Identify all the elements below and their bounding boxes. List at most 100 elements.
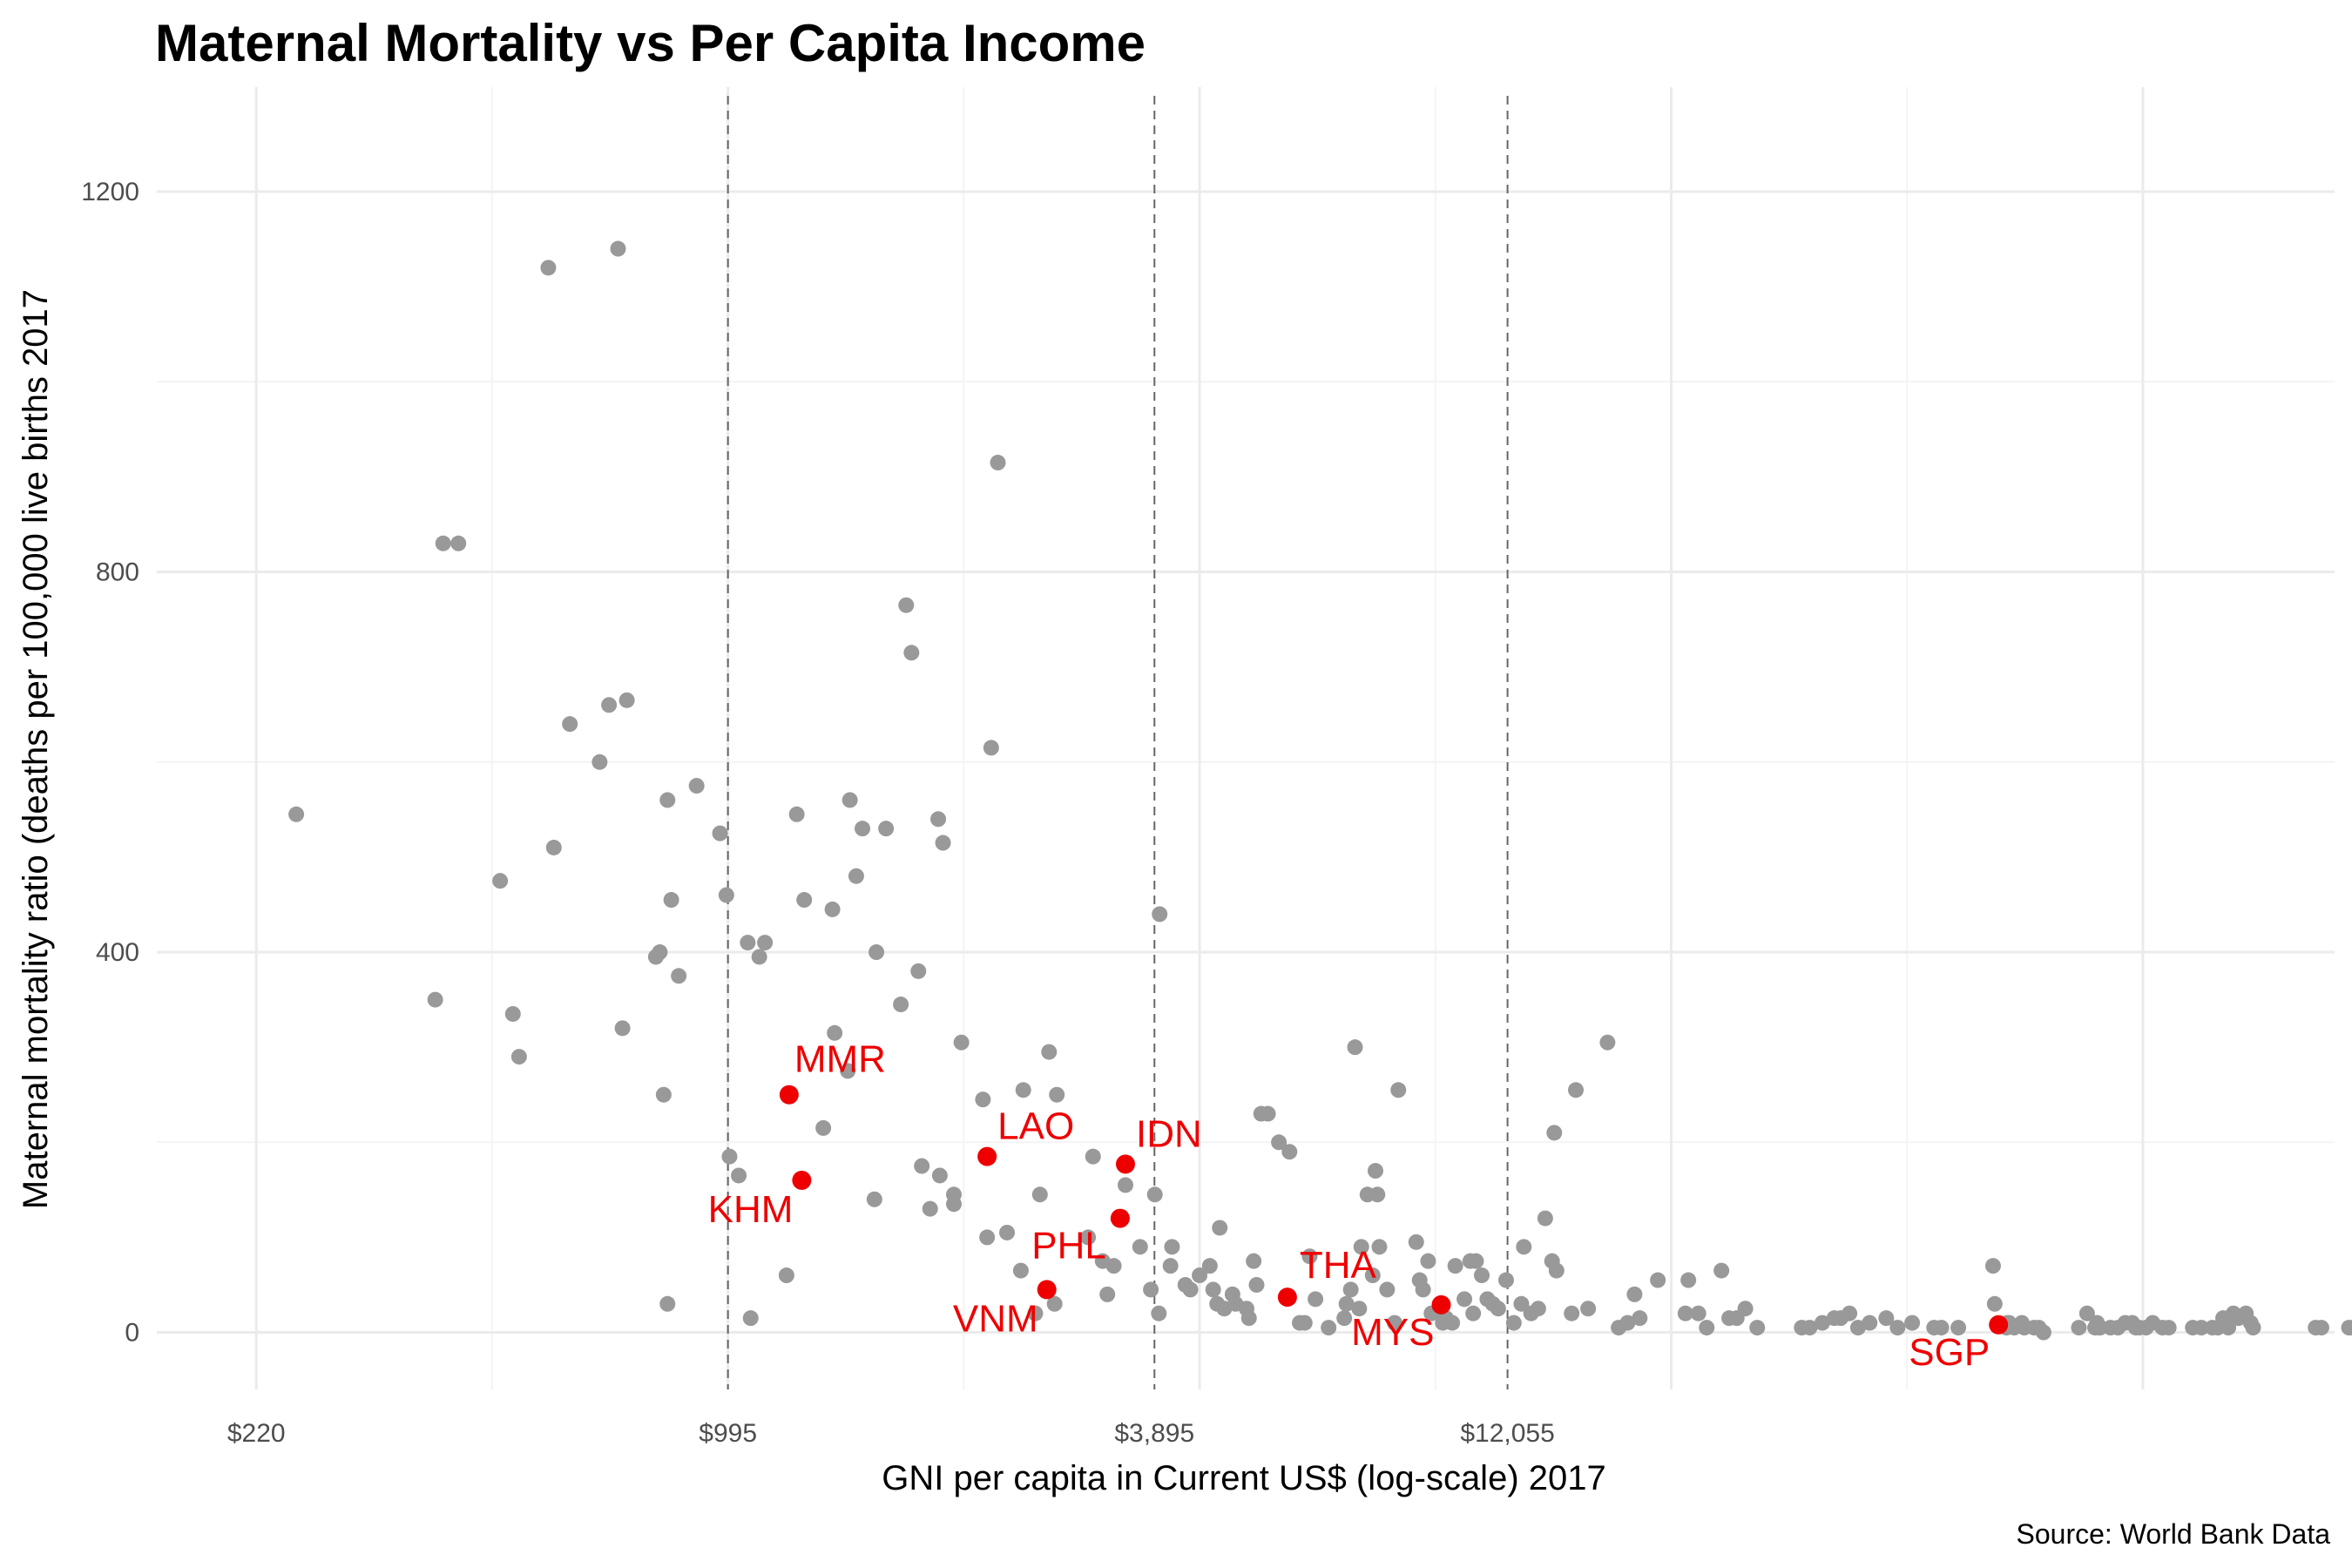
data-point xyxy=(427,991,443,1008)
data-point xyxy=(1164,1239,1180,1255)
data-point xyxy=(1513,1295,1530,1312)
data-point xyxy=(945,1196,962,1213)
data-point xyxy=(930,811,947,828)
data-point xyxy=(2344,1320,2352,1336)
data-point xyxy=(827,1024,843,1041)
data-point xyxy=(1447,1258,1463,1274)
data-point xyxy=(855,821,871,837)
point-label-mys: MYS xyxy=(1351,1311,1434,1354)
data-point xyxy=(1367,1163,1383,1179)
data-point xyxy=(1904,1315,1921,1331)
data-point xyxy=(796,892,813,909)
data-point xyxy=(1814,1315,1830,1331)
data-point xyxy=(1041,1044,1058,1060)
point-label-idn: IDN xyxy=(1136,1112,1202,1155)
data-point xyxy=(848,868,864,884)
data-point xyxy=(1099,1286,1116,1302)
data-point xyxy=(1537,1210,1553,1227)
data-point xyxy=(1336,1310,1353,1327)
data-point xyxy=(1530,1301,1546,1317)
data-point xyxy=(1201,1258,1218,1274)
data-point xyxy=(2035,1324,2051,1341)
data-point xyxy=(893,997,909,1013)
data-point xyxy=(1516,1239,1532,1255)
data-point xyxy=(903,645,920,661)
highlighted-point-mmr xyxy=(779,1085,799,1105)
data-point xyxy=(1085,1148,1101,1165)
data-point xyxy=(1049,1086,1065,1103)
data-point xyxy=(1132,1239,1148,1255)
data-point xyxy=(1619,1315,1636,1331)
data-point xyxy=(1192,1267,1208,1284)
minor-gridlines xyxy=(157,87,2335,1389)
data-point xyxy=(688,778,705,794)
data-point xyxy=(1626,1286,1643,1302)
data-point xyxy=(922,1200,938,1217)
data-points xyxy=(288,240,2352,1341)
data-point xyxy=(1986,1295,2003,1312)
highlighted-points xyxy=(779,1085,2009,1335)
data-point xyxy=(824,901,841,917)
data-point xyxy=(1371,1239,1388,1255)
data-point xyxy=(815,1119,832,1136)
data-point xyxy=(742,1310,759,1327)
data-point xyxy=(1713,1262,1730,1279)
data-point xyxy=(1146,1186,1163,1203)
data-point xyxy=(841,792,858,808)
data-point xyxy=(659,1295,676,1312)
data-point xyxy=(610,240,626,257)
data-point xyxy=(1801,1320,1818,1336)
data-point xyxy=(1260,1105,1276,1122)
data-point xyxy=(1497,1272,1514,1288)
data-point xyxy=(1152,906,1168,923)
point-label-phl: PHL xyxy=(1031,1225,1106,1267)
data-point xyxy=(614,1020,631,1037)
data-point xyxy=(1205,1281,1221,1298)
data-point xyxy=(618,692,635,708)
data-point xyxy=(931,1167,948,1184)
data-point xyxy=(731,1167,747,1184)
point-label-mmr: MMR xyxy=(794,1038,886,1081)
data-point xyxy=(1182,1281,1199,1298)
data-point xyxy=(1599,1034,1616,1051)
data-point xyxy=(450,535,467,551)
highlighted-point-tha xyxy=(1277,1288,1297,1308)
data-point xyxy=(778,1267,794,1284)
data-point xyxy=(999,1224,1016,1240)
data-point xyxy=(655,1086,672,1103)
highlighted-point-lao xyxy=(977,1146,997,1166)
data-point xyxy=(1889,1320,1906,1336)
data-point xyxy=(663,892,679,909)
data-point xyxy=(1505,1315,1522,1331)
data-point xyxy=(1301,1248,1318,1265)
data-point xyxy=(935,835,951,851)
data-point xyxy=(1390,1082,1407,1098)
data-point xyxy=(1105,1258,1122,1274)
chart-title: Maternal Mortality vs Per Capita Income xyxy=(155,14,1146,72)
data-point xyxy=(953,1034,970,1051)
data-point xyxy=(1473,1267,1490,1284)
data-point xyxy=(659,792,676,808)
point-label-sgp: SGP xyxy=(1909,1331,1990,1374)
data-point xyxy=(1296,1315,1313,1331)
data-point xyxy=(1369,1186,1386,1203)
x-tick-label: $12,055 xyxy=(1460,1419,1554,1448)
data-point xyxy=(591,754,608,770)
data-point xyxy=(1415,1281,1431,1298)
data-point xyxy=(910,963,927,979)
data-point xyxy=(1444,1315,1461,1331)
data-point xyxy=(2071,1320,2087,1336)
data-point xyxy=(712,825,728,841)
data-point xyxy=(878,821,895,837)
data-point xyxy=(1347,1039,1363,1056)
data-point xyxy=(1364,1267,1381,1284)
data-point xyxy=(1012,1262,1029,1279)
point-label-lao: LAO xyxy=(997,1105,1074,1148)
data-point xyxy=(1281,1144,1298,1160)
data-point xyxy=(1933,1320,1950,1336)
y-tick-label: 400 xyxy=(96,938,139,967)
data-point xyxy=(2193,1320,2210,1336)
data-point xyxy=(1677,1305,1693,1321)
data-point xyxy=(1027,1305,1044,1321)
